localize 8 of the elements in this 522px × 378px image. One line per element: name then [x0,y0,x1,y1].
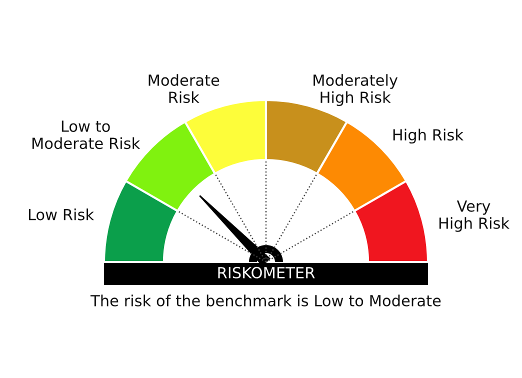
text: RISKOMETER [218,266,315,278]
slice-label: Moderate Risk [148,74,220,104]
slice-label: High Risk [393,128,464,144]
slice-label: Moderately High Risk [314,74,398,106]
slice-label: Low to Moderate Risk [32,120,140,150]
slice-label: Low Risk [28,208,94,220]
text: The risk of the benchmark is Low to Moderate [90,294,441,306]
slice-label: Very High Risk [439,200,510,232]
